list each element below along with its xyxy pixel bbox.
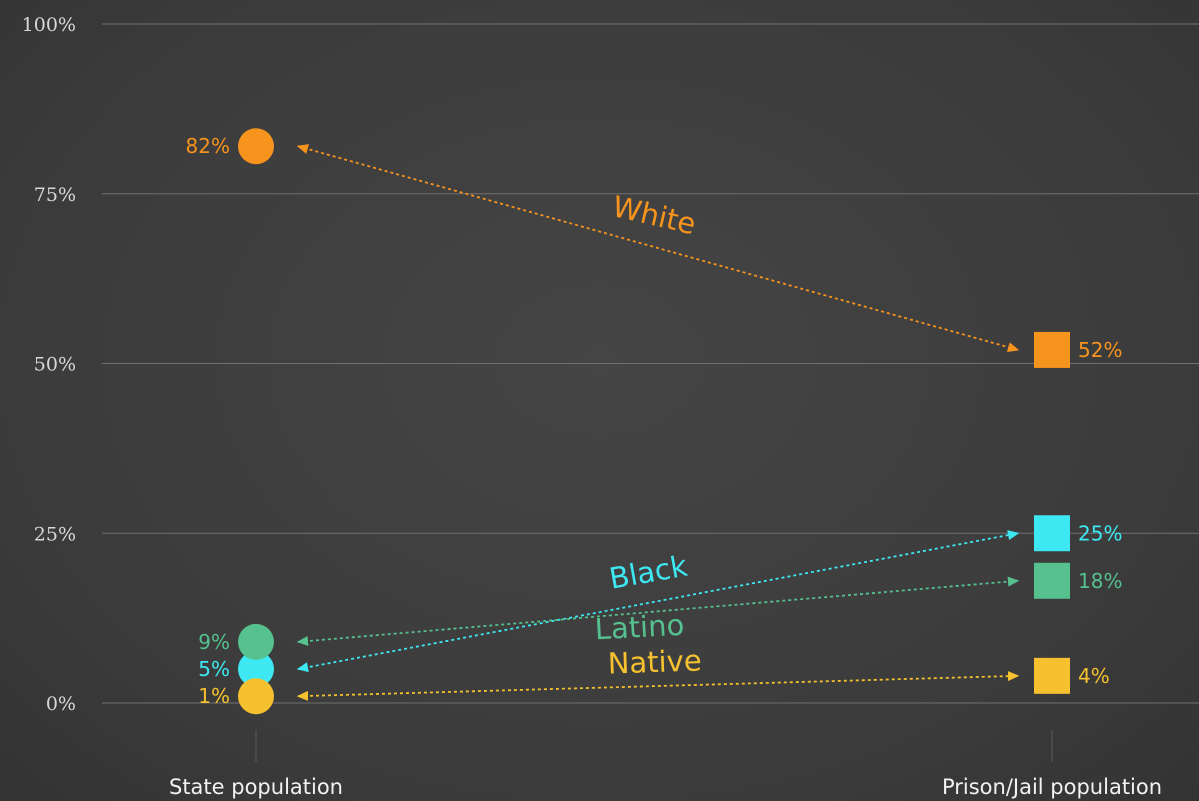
y-tick-label-75: 75% xyxy=(34,184,76,206)
series-label-latino: Latino xyxy=(594,608,685,647)
prison-value-label-black: 25% xyxy=(1078,521,1122,545)
series-label-black: Black xyxy=(607,549,690,596)
prison-point-latino xyxy=(1034,563,1070,599)
y-tick-label-0: 0% xyxy=(46,693,76,715)
y-tick-label-50: 50% xyxy=(34,354,76,376)
x-category-label-state-population: State population xyxy=(169,775,343,799)
y-axis-ticks: 0% 25% 50% 75% 100% xyxy=(22,14,76,715)
series-label-white: White xyxy=(609,189,699,241)
x-category-label-prison-jail-population: Prison/Jail population xyxy=(942,775,1162,799)
state-value-label-native: 1% xyxy=(198,684,230,708)
prison-point-native xyxy=(1034,658,1070,694)
y-tick-label-100: 100% xyxy=(22,14,76,36)
prison-point-black xyxy=(1034,515,1070,551)
prison-point-white xyxy=(1034,332,1070,368)
prison-value-label-latino: 18% xyxy=(1078,569,1122,593)
series-label-native: Native xyxy=(607,643,702,680)
state-value-label-white: 82% xyxy=(186,134,230,158)
connector-arrow-white xyxy=(298,146,1018,350)
y-tick-label-25: 25% xyxy=(34,523,76,545)
state-point-white xyxy=(238,128,274,164)
x-axis-categories: State population Prison/Jail population xyxy=(169,730,1162,799)
state-value-label-black: 5% xyxy=(198,657,230,681)
prison-value-label-white: 52% xyxy=(1078,338,1122,362)
state-value-label-latino: 9% xyxy=(198,630,230,654)
state-point-latino xyxy=(238,624,274,660)
prison-value-label-native: 4% xyxy=(1078,664,1110,688)
state-point-native xyxy=(238,678,274,714)
